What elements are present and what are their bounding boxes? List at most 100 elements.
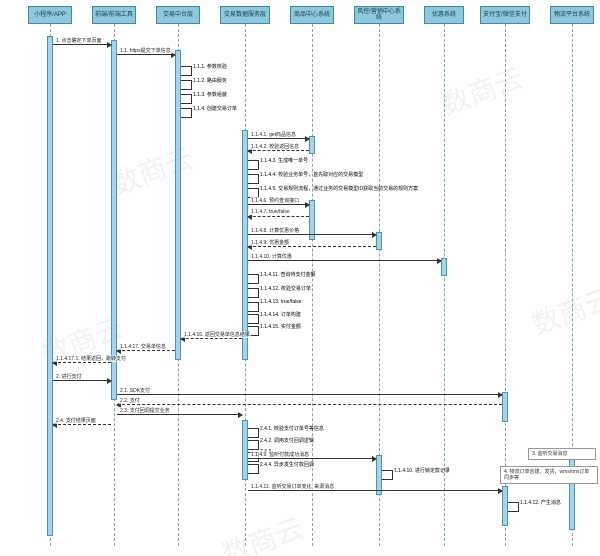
message-label: 1.1.4.13. true/false <box>260 299 301 305</box>
participant-p4: 交易数据服务层 <box>220 6 270 24</box>
self-message: 1.1.4.3. 生成唯一单号 <box>248 160 259 170</box>
message: 1.1.4.16. 返回交易单信息结果 <box>181 338 242 339</box>
message: 1.1.4.6. 预约查询接口 <box>248 204 309 205</box>
participant-p8: 支付宝/微信支付 <box>480 6 530 24</box>
message-label: 1.1.4.11. 查询待支付金额 <box>260 271 315 278</box>
arrow-icon <box>238 412 243 418</box>
message: 1.1.4.11. 监听交易订单变化, 来源消息 <box>248 490 502 491</box>
message-label: 1.1.2. 路由服务 <box>193 77 227 84</box>
message-label: 1.1.4.7. true/false <box>250 209 291 215</box>
message-label: 2.1. SDK支付 <box>119 387 151 394</box>
self-message: 1.1.4.14. 订单构建 <box>248 314 259 324</box>
message-label: 2.4.4. 异步发生付款回调 <box>260 461 314 468</box>
message-label: 1.1.1. 参数校验 <box>193 63 227 70</box>
message: 1.1.4.9. 优惠金额 <box>248 246 376 247</box>
arrow-icon <box>107 378 112 384</box>
self-message: 1.1.4.11. 查询待支付金额 <box>248 274 259 284</box>
message-label: 1.1.4.9. 优惠金额 <box>250 239 290 246</box>
self-message: 1.1.4. 创建交易订单 <box>181 108 192 118</box>
message-label: 1.1.4.5. 交易规则流程，通过业务的交易模型ID获取当前交易的规则方案 <box>260 185 418 192</box>
message: 1.1.4.8. 计算优惠价格 <box>248 234 376 235</box>
self-message: 2.4.4. 异步发生付款回调 <box>248 464 259 474</box>
self-message: 2.4.1. 校验支付订单号等信息 <box>248 428 259 438</box>
activation <box>569 450 575 530</box>
arrow-icon <box>372 456 377 462</box>
watermark: 数商云 <box>216 507 309 556</box>
message-label: 1.1.4. 创建交易订单 <box>193 105 237 112</box>
activation <box>47 36 53 536</box>
self-message: 1.1.4.13. true/false <box>248 302 259 312</box>
message-label: 1.1.4.6. 预约查询接口 <box>250 197 300 204</box>
note: 3. 监听交易消息 <box>528 448 596 460</box>
self-message: 1.1.4.12. 校验交易订单 <box>248 288 259 298</box>
message-label: 2.3. 支付回调提交业务 <box>119 407 171 414</box>
arrow-icon <box>437 258 442 264</box>
sequence-diagram: 数商云数商云数商云数商云数商云小程序/APP前端/前端工具交易中台层交易数据服务… <box>0 0 600 556</box>
message-label: 2. 进行支付 <box>55 373 83 380</box>
arrow-icon <box>171 52 176 58</box>
self-message: 2.4.2. 调用支付回调逻辑 <box>248 440 259 450</box>
message-label: 1.1.4.1. get商品信息 <box>250 131 297 138</box>
participant-p2: 前端/前端工具 <box>92 6 136 24</box>
message: 2.3. 支付回调提交业务 <box>117 414 242 415</box>
note: 4. 物流订单创建、发货，wms/tms订单同步等 <box>500 466 598 484</box>
message-label: 1.1.4.12. 产生消息 <box>520 499 561 506</box>
message-label: 1.1.4.14. 订单构建 <box>260 311 301 318</box>
arrow-icon <box>498 488 503 494</box>
self-message: 1.1.4.12. 产生消息 <box>508 502 519 512</box>
self-message: 1.1.3. 参数组装 <box>181 94 192 104</box>
message: 1.1.4.9. 监听付款成功消息 <box>248 458 376 459</box>
message-label: 1.1.4.4. 校验业务单号，首先取对应的交易模型 <box>260 171 363 178</box>
message-label: 1.1.4.17.1. 结果返回，跳转支付 <box>55 355 127 362</box>
message-label: 1.1.4.11. 监听交易订单变化, 来源消息 <box>250 483 335 490</box>
message-label: 1.1.4.16. 返回交易单信息结果 <box>183 331 251 338</box>
participant-p6: 风控/营销中心系统 <box>354 6 404 24</box>
message: 1.1.4.17.1. 结果返回，跳转支付 <box>53 362 111 363</box>
message-label: 1.1.3. 参数组装 <box>193 91 227 98</box>
message: 1.1. https提交下单信息 <box>117 54 175 55</box>
message: 1.1.4.7. true/false <box>248 216 309 217</box>
message: 2. 进行支付 <box>53 380 111 381</box>
arrow-icon <box>305 202 310 208</box>
message-label: 1.1.4.3. 生成唯一单号 <box>260 157 308 164</box>
message-label: 1.1.4.17. 交易单信息 <box>119 343 167 350</box>
participant-p1: 小程序/APP <box>28 6 72 24</box>
arrow-icon <box>498 392 503 398</box>
self-message: 1.1.4.10. 进行锁定款记录 <box>382 470 393 480</box>
message-label: 1.1.4.10. 计算优惠 <box>250 253 293 260</box>
self-message: 1.1.2. 路由服务 <box>181 80 192 90</box>
message-label: 2.4.2. 调用支付回调逻辑 <box>260 437 314 444</box>
message-label: 1.1.4.8. 计算优惠价格 <box>250 227 300 234</box>
message-label: 2.4.1. 校验支付订单号等信息 <box>260 425 324 432</box>
participant-p5: 商品中心系统 <box>290 6 334 24</box>
message-label: 1.1.4.2. 校验返回信息 <box>250 143 300 150</box>
message: 2.2. 支付 <box>117 404 502 405</box>
message: 1.1.4.2. 校验返回信息 <box>248 150 309 151</box>
self-message: 1.1.4.4. 校验业务单号，首先取对应的交易模型 <box>248 174 259 184</box>
participant-p7: 优惠系统 <box>424 6 464 24</box>
message: 1. 点击确定下单页面 <box>53 44 111 45</box>
message-label: 1.1.4.12. 校验交易订单 <box>260 285 311 292</box>
participant-p9: 物流平台系统 <box>550 6 594 24</box>
arrow-icon <box>107 42 112 48</box>
message-label: 2.2. 支付 <box>119 397 141 404</box>
watermark: 数商云 <box>436 57 529 123</box>
self-message: 1.1.1. 参数校验 <box>181 66 192 76</box>
activation <box>111 40 117 400</box>
message: 2.1. SDK支付 <box>117 394 502 395</box>
message: 1.1.4.17. 交易单信息 <box>117 350 175 351</box>
watermark: 数商云 <box>526 277 600 343</box>
message-label: 2.4. 支付结果页面 <box>55 417 97 424</box>
message: 1.1.4.10. 计算优惠 <box>248 260 441 261</box>
message: 2.4. 支付结果页面 <box>53 424 111 425</box>
message-label: 1.1. https提交下单信息 <box>119 47 172 54</box>
participant-p3: 交易中台层 <box>156 6 200 24</box>
message-label: 1.1.4.15. 实付金额 <box>260 323 301 330</box>
arrow-icon <box>305 136 310 142</box>
message-label: 1. 点击确定下单页面 <box>55 37 103 44</box>
watermark: 数商云 <box>106 137 199 203</box>
message: 1.1.4.1. get商品信息 <box>248 138 309 139</box>
arrow-icon <box>372 232 377 238</box>
message-label: 1.1.4.9. 监听付款成功消息 <box>250 451 310 458</box>
message-label: 1.1.4.10. 进行锁定款记录 <box>394 467 450 474</box>
